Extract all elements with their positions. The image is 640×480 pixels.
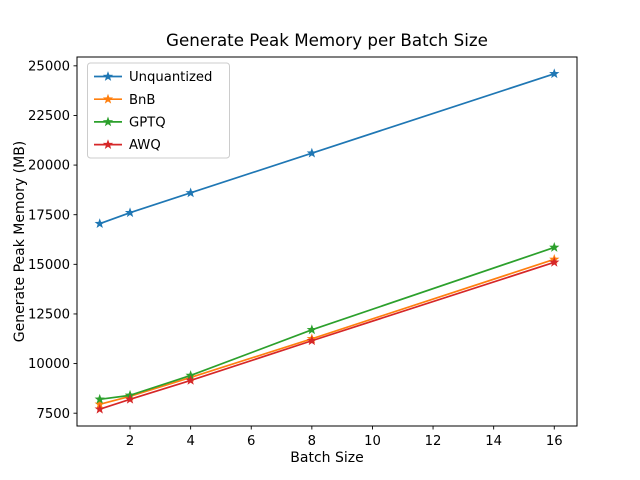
- series-marker-awq: [185, 375, 196, 385]
- legend-item: Unquantized: [94, 70, 212, 85]
- series-marker-awq: [549, 256, 560, 267]
- legend-item: AWQ: [94, 138, 161, 153]
- y-tick-label: 10000: [28, 357, 70, 372]
- y-tick-label: 25000: [28, 59, 70, 74]
- y-tick-label: 7500: [36, 407, 70, 422]
- legend-label: GPTQ: [129, 116, 166, 131]
- x-tick-label: 16: [546, 434, 563, 449]
- legend-item: GPTQ: [94, 116, 166, 131]
- y-axis-label: Generate Peak Memory (MB): [12, 141, 28, 343]
- series-marker-awq: [306, 335, 317, 346]
- legend: Unquantized BnB GPTQ AWQ: [87, 62, 230, 159]
- series-marker-awq: [124, 393, 136, 404]
- legend-marker: [102, 116, 114, 127]
- series-marker-gptq: [94, 393, 105, 404]
- y-tick-label: 15000: [28, 258, 70, 273]
- legend-marker: [102, 93, 114, 104]
- legend-marker: [102, 139, 114, 149]
- series-marker-unquantized: [185, 187, 196, 198]
- x-axis-label: Batch Size: [290, 450, 363, 466]
- series-marker-gptq: [185, 370, 196, 380]
- series-marker-awq: [94, 403, 105, 414]
- series-marker-bnb: [94, 398, 105, 409]
- x-tick-label: 14: [485, 434, 502, 449]
- x-tick-label: 4: [186, 434, 194, 449]
- series-marker-gptq: [306, 324, 317, 335]
- plot-border: [76, 56, 578, 427]
- legend-label: Unquantized: [129, 70, 212, 85]
- legend-box: [87, 62, 230, 159]
- series-marker-unquantized: [306, 147, 317, 158]
- x-tick-label: 10: [364, 434, 381, 449]
- series-marker-unquantized: [94, 218, 105, 228]
- x-tick-label: 8: [308, 434, 316, 449]
- chart-title: Generate Peak Memory per Batch Size: [166, 30, 488, 50]
- plot-area: 2 4 6 8 10 12 14 16 7500 10000 12500 15000 17500 2000…: [28, 56, 578, 449]
- x-tick-label: 2: [126, 434, 134, 449]
- y-tick-label: 20000: [28, 159, 70, 174]
- x-tick-label: 6: [247, 434, 255, 449]
- series-marker-gptq: [549, 242, 560, 252]
- y-tick-label: 22500: [28, 109, 70, 124]
- legend-label: AWQ: [129, 138, 161, 153]
- legend-item: BnB: [94, 93, 155, 108]
- series-marker-unquantized: [124, 207, 136, 218]
- y-tick-label: 17500: [28, 208, 70, 223]
- x-tick-label: 12: [425, 434, 442, 449]
- y-tick-label: 12500: [28, 308, 70, 323]
- series-marker-unquantized: [549, 68, 560, 79]
- legend-label: BnB: [129, 93, 155, 108]
- legend-marker: [102, 71, 114, 81]
